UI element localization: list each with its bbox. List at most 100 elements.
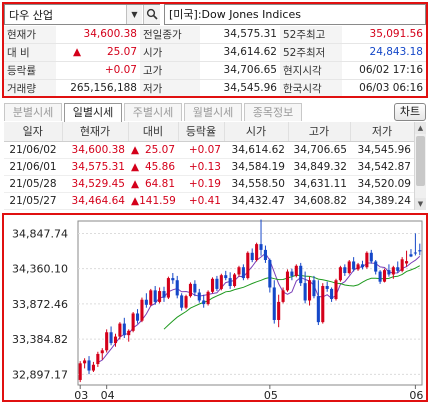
cell-text: +0.41: [188, 194, 221, 207]
scroll-thumb[interactable]: [416, 136, 425, 186]
tab-3[interactable]: 월별시세: [184, 103, 242, 121]
candle: [78, 361, 82, 383]
quote-value-text: 52주최저: [283, 46, 326, 59]
x-tick-label: 04: [101, 389, 115, 400]
cell-text: 34,614.62: [231, 143, 285, 156]
candle-body: [210, 278, 215, 292]
table-row[interactable]: 21/06/01 34,575.31 ▲ 45.86 +0.13 34,584.19 34,…: [4, 158, 414, 176]
candle: [255, 242, 259, 262]
table-row[interactable]: 21/05/28 34,529.45 ▲ 64.81 +0.19 34,558.50 34,…: [4, 175, 414, 193]
quote-label: 고가: [140, 61, 200, 80]
quote-value-text: 현지시각: [283, 64, 322, 77]
column-header[interactable]: 저가: [350, 122, 415, 142]
quote-value-text: 고가: [143, 64, 163, 77]
quote-value: +0.07: [56, 61, 140, 80]
candle: [325, 281, 329, 292]
scroll-down-icon[interactable]: ▼: [415, 198, 426, 210]
cell-text: 34,600.38: [71, 143, 125, 156]
candle: [391, 265, 395, 279]
candle: [149, 288, 153, 307]
cell-text: 141.59: [139, 194, 176, 207]
candle-body: [202, 300, 206, 305]
candle: [268, 258, 272, 293]
quote-value-text: 거래량: [7, 82, 36, 95]
x-tick-label: 05: [264, 389, 278, 400]
tab-4[interactable]: 종목정보: [244, 103, 302, 121]
tab-2[interactable]: 주별시세: [124, 103, 182, 121]
candle-body: [294, 265, 298, 276]
candle: [338, 265, 342, 282]
candle-body: [233, 274, 237, 287]
candle-body: [219, 275, 223, 289]
scroll-up-icon[interactable]: ▲: [415, 122, 426, 134]
cell-text: 45.86: [144, 160, 175, 173]
tab-0[interactable]: 분별시세: [4, 103, 62, 121]
candle: [140, 297, 144, 323]
candle: [400, 257, 404, 273]
up-arrow-icon: ▲: [131, 160, 140, 173]
chevron-down-icon[interactable]: ▼: [126, 5, 142, 24]
candle-body: [91, 364, 95, 371]
candle-body: [409, 254, 413, 257]
candle: [303, 271, 307, 304]
candle-body: [299, 265, 303, 284]
quote-value-text: 시가: [143, 46, 163, 59]
candle-body: [285, 271, 290, 291]
cell-text: 34,631.11: [293, 177, 347, 190]
cell-text: +0.13: [188, 160, 221, 173]
cell-text: 34,584.19: [231, 160, 285, 173]
candle-body: [365, 252, 369, 268]
candle-body: [188, 283, 193, 297]
table-row[interactable]: 21/05/27 34,464.64 ▲ 141.59 +0.41 34,432.47 34…: [4, 192, 414, 211]
search-button[interactable]: [143, 5, 160, 24]
cell-date: 21/05/27: [4, 192, 62, 211]
quote-value-text: 한국시각: [283, 82, 322, 95]
table-scrollbar[interactable]: ▲ ▼: [414, 122, 426, 210]
candle-body: [307, 280, 312, 301]
quote-label: 한국시각: [280, 79, 342, 99]
column-header[interactable]: 대비: [128, 122, 179, 142]
candle-body: [391, 267, 395, 275]
column-header[interactable]: 시가: [224, 122, 289, 142]
cell-low: 34,545.96: [350, 141, 414, 159]
search-input[interactable]: [5, 5, 125, 24]
cell-text: 64.81: [144, 177, 175, 190]
quote-label: 현재가: [4, 26, 56, 44]
candle: [387, 264, 391, 277]
candle-body: [343, 267, 347, 274]
chart-button[interactable]: 차트: [394, 103, 426, 121]
candle-body: [78, 363, 82, 380]
column-header[interactable]: 현재가: [62, 122, 129, 142]
candle: [105, 329, 109, 353]
quote-value: 265,156,188: [56, 79, 140, 99]
candle: [158, 287, 162, 304]
candle-body: [215, 278, 219, 289]
quote-value: ▲ 25.07: [56, 43, 140, 62]
candle: [316, 280, 320, 326]
candle: [206, 290, 210, 306]
candle-body: [241, 267, 245, 279]
column-header[interactable]: 고가: [288, 122, 351, 142]
candle: [259, 219, 263, 256]
table-row[interactable]: 21/06/02 34,600.38 ▲ 25.07 +0.07 34,614.62 34,…: [4, 141, 414, 159]
quote-label: 거래량: [4, 79, 56, 99]
search-combo[interactable]: ▼: [4, 4, 160, 25]
candle-body: [228, 278, 232, 287]
quote-value-text: 52주최고: [283, 28, 326, 41]
candle: [277, 294, 281, 328]
column-header[interactable]: 일자: [4, 122, 63, 142]
candle: [356, 262, 360, 271]
candle-body: [374, 261, 378, 272]
column-header[interactable]: 등락율: [178, 122, 225, 142]
tab-1[interactable]: 일별시세: [64, 103, 122, 122]
candle: [413, 233, 417, 256]
cell-text: 25.07: [144, 143, 175, 156]
quote-row: 현재가 34,600.38 전일종가 34,575.31 52주최고 35,091.56: [4, 26, 426, 44]
quote-value-text: 06/03 06:16: [359, 82, 423, 95]
y-tick-label: 34,847.74: [12, 227, 68, 240]
candle-body: [413, 252, 417, 254]
quote-value: 24,843.18: [342, 43, 426, 62]
cell-close: 34,464.64: [62, 192, 128, 211]
candle: [409, 249, 413, 258]
candle: [405, 250, 409, 267]
